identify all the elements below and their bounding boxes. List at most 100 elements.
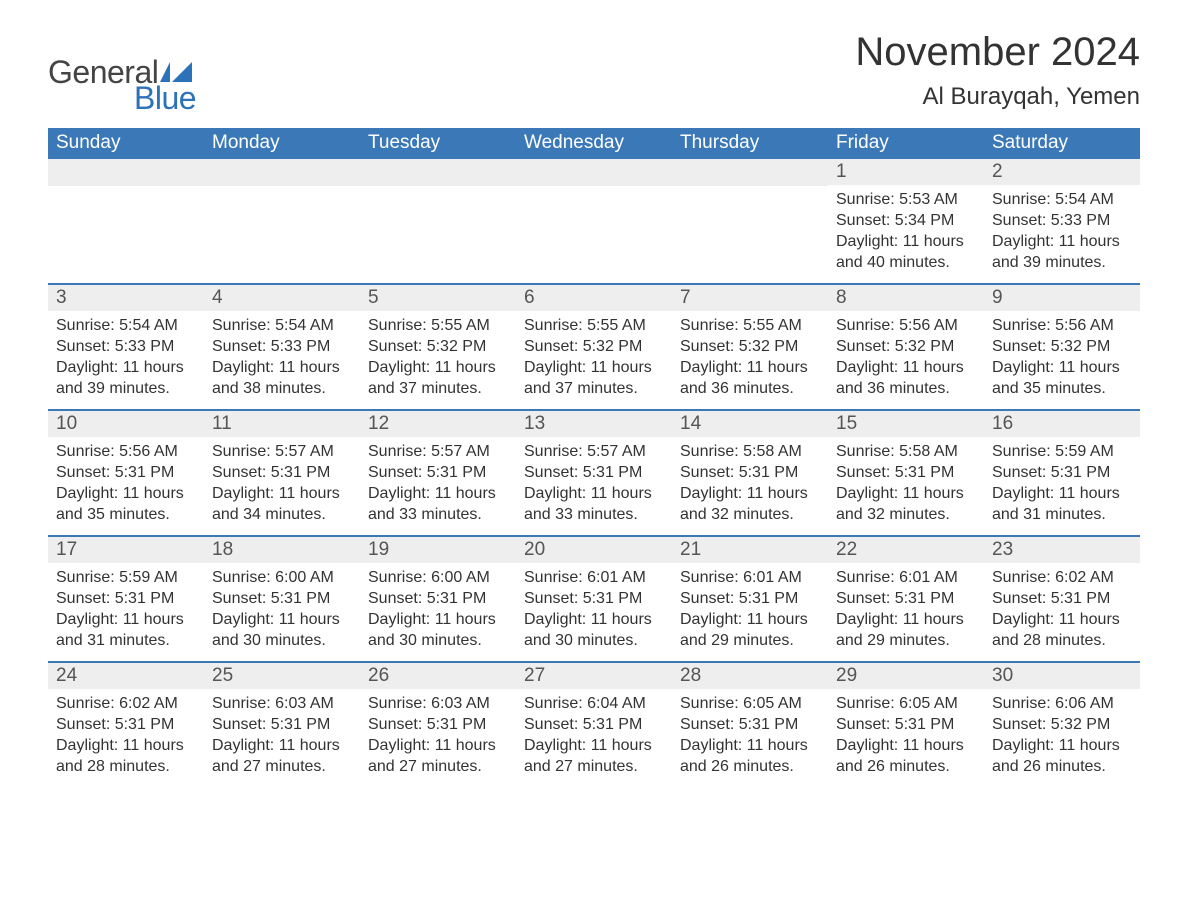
day-cell: 5Sunrise: 5:55 AMSunset: 5:32 PMDaylight… xyxy=(360,285,516,409)
day-cell: 30Sunrise: 6:06 AMSunset: 5:32 PMDayligh… xyxy=(984,663,1140,787)
day-cell: 7Sunrise: 5:55 AMSunset: 5:32 PMDaylight… xyxy=(672,285,828,409)
day-number: 26 xyxy=(360,663,516,689)
day-details: Sunrise: 6:00 AMSunset: 5:31 PMDaylight:… xyxy=(360,563,516,659)
daylight-text: Daylight: 11 hours and 39 minutes. xyxy=(56,357,196,399)
sunset-text: Sunset: 5:32 PM xyxy=(836,336,976,357)
day-cell: 28Sunrise: 6:05 AMSunset: 5:31 PMDayligh… xyxy=(672,663,828,787)
day-cell: 4Sunrise: 5:54 AMSunset: 5:33 PMDaylight… xyxy=(204,285,360,409)
day-cell: 27Sunrise: 6:04 AMSunset: 5:31 PMDayligh… xyxy=(516,663,672,787)
day-number: 21 xyxy=(672,537,828,563)
day-empty xyxy=(672,159,828,186)
week-row: 1Sunrise: 5:53 AMSunset: 5:34 PMDaylight… xyxy=(48,159,1140,283)
day-cell: 10Sunrise: 5:56 AMSunset: 5:31 PMDayligh… xyxy=(48,411,204,535)
daylight-text: Daylight: 11 hours and 37 minutes. xyxy=(524,357,664,399)
day-details: Sunrise: 5:54 AMSunset: 5:33 PMDaylight:… xyxy=(204,311,360,407)
daylight-text: Daylight: 11 hours and 27 minutes. xyxy=(212,735,352,777)
day-cell: 20Sunrise: 6:01 AMSunset: 5:31 PMDayligh… xyxy=(516,537,672,661)
sunset-text: Sunset: 5:33 PM xyxy=(992,210,1132,231)
sunrise-text: Sunrise: 5:54 AM xyxy=(992,189,1132,210)
sunset-text: Sunset: 5:31 PM xyxy=(368,714,508,735)
day-empty xyxy=(360,159,516,186)
daylight-text: Daylight: 11 hours and 34 minutes. xyxy=(212,483,352,525)
logo-flag-icon xyxy=(160,62,192,82)
day-number: 27 xyxy=(516,663,672,689)
month-title: November 2024 xyxy=(855,30,1140,75)
sunrise-text: Sunrise: 5:58 AM xyxy=(680,441,820,462)
sunset-text: Sunset: 5:31 PM xyxy=(680,462,820,483)
sunset-text: Sunset: 5:31 PM xyxy=(524,714,664,735)
daylight-text: Daylight: 11 hours and 33 minutes. xyxy=(368,483,508,525)
sunset-text: Sunset: 5:33 PM xyxy=(56,336,196,357)
day-details: Sunrise: 5:55 AMSunset: 5:32 PMDaylight:… xyxy=(672,311,828,407)
daylight-text: Daylight: 11 hours and 29 minutes. xyxy=(680,609,820,651)
day-cell: 21Sunrise: 6:01 AMSunset: 5:31 PMDayligh… xyxy=(672,537,828,661)
sunset-text: Sunset: 5:34 PM xyxy=(836,210,976,231)
day-details: Sunrise: 5:58 AMSunset: 5:31 PMDaylight:… xyxy=(672,437,828,533)
sunrise-text: Sunrise: 5:56 AM xyxy=(992,315,1132,336)
day-cell xyxy=(672,159,828,283)
daylight-text: Daylight: 11 hours and 32 minutes. xyxy=(680,483,820,525)
day-cell xyxy=(516,159,672,283)
sunset-text: Sunset: 5:32 PM xyxy=(992,714,1132,735)
header: General Blue November 2024 Al Burayqah, … xyxy=(48,30,1140,114)
day-details: Sunrise: 5:56 AMSunset: 5:32 PMDaylight:… xyxy=(828,311,984,407)
sunrise-text: Sunrise: 5:56 AM xyxy=(56,441,196,462)
sunset-text: Sunset: 5:31 PM xyxy=(368,462,508,483)
day-details: Sunrise: 6:02 AMSunset: 5:31 PMDaylight:… xyxy=(48,689,204,785)
weekday-header: Tuesday xyxy=(360,128,516,159)
daylight-text: Daylight: 11 hours and 27 minutes. xyxy=(368,735,508,777)
sunset-text: Sunset: 5:31 PM xyxy=(992,588,1132,609)
sunrise-text: Sunrise: 5:53 AM xyxy=(836,189,976,210)
day-details: Sunrise: 6:05 AMSunset: 5:31 PMDaylight:… xyxy=(672,689,828,785)
day-number: 14 xyxy=(672,411,828,437)
day-details: Sunrise: 5:53 AMSunset: 5:34 PMDaylight:… xyxy=(828,185,984,281)
day-cell: 23Sunrise: 6:02 AMSunset: 5:31 PMDayligh… xyxy=(984,537,1140,661)
logo: General Blue xyxy=(48,30,196,114)
sunrise-text: Sunrise: 6:06 AM xyxy=(992,693,1132,714)
daylight-text: Daylight: 11 hours and 26 minutes. xyxy=(836,735,976,777)
daylight-text: Daylight: 11 hours and 31 minutes. xyxy=(992,483,1132,525)
sunrise-text: Sunrise: 6:03 AM xyxy=(212,693,352,714)
day-number: 20 xyxy=(516,537,672,563)
weekday-header: Thursday xyxy=(672,128,828,159)
day-cell: 3Sunrise: 5:54 AMSunset: 5:33 PMDaylight… xyxy=(48,285,204,409)
day-empty xyxy=(516,159,672,186)
sunset-text: Sunset: 5:32 PM xyxy=(524,336,664,357)
day-details: Sunrise: 5:54 AMSunset: 5:33 PMDaylight:… xyxy=(984,185,1140,281)
sunrise-text: Sunrise: 5:59 AM xyxy=(992,441,1132,462)
sunset-text: Sunset: 5:31 PM xyxy=(368,588,508,609)
week-row: 24Sunrise: 6:02 AMSunset: 5:31 PMDayligh… xyxy=(48,661,1140,787)
daylight-text: Daylight: 11 hours and 29 minutes. xyxy=(836,609,976,651)
sunset-text: Sunset: 5:31 PM xyxy=(836,588,976,609)
sunrise-text: Sunrise: 5:55 AM xyxy=(368,315,508,336)
day-details: Sunrise: 6:06 AMSunset: 5:32 PMDaylight:… xyxy=(984,689,1140,785)
sunset-text: Sunset: 5:31 PM xyxy=(680,588,820,609)
day-details: Sunrise: 6:01 AMSunset: 5:31 PMDaylight:… xyxy=(828,563,984,659)
sunrise-text: Sunrise: 6:00 AM xyxy=(212,567,352,588)
daylight-text: Daylight: 11 hours and 26 minutes. xyxy=(992,735,1132,777)
day-cell: 26Sunrise: 6:03 AMSunset: 5:31 PMDayligh… xyxy=(360,663,516,787)
day-number: 7 xyxy=(672,285,828,311)
day-cell: 19Sunrise: 6:00 AMSunset: 5:31 PMDayligh… xyxy=(360,537,516,661)
day-number: 8 xyxy=(828,285,984,311)
week-row: 10Sunrise: 5:56 AMSunset: 5:31 PMDayligh… xyxy=(48,409,1140,535)
day-number: 3 xyxy=(48,285,204,311)
day-number: 29 xyxy=(828,663,984,689)
day-cell xyxy=(360,159,516,283)
day-details: Sunrise: 5:58 AMSunset: 5:31 PMDaylight:… xyxy=(828,437,984,533)
day-number: 18 xyxy=(204,537,360,563)
sunrise-text: Sunrise: 5:56 AM xyxy=(836,315,976,336)
sunrise-text: Sunrise: 6:01 AM xyxy=(680,567,820,588)
title-block: November 2024 Al Burayqah, Yemen xyxy=(855,30,1140,111)
sunrise-text: Sunrise: 6:00 AM xyxy=(368,567,508,588)
sunset-text: Sunset: 5:31 PM xyxy=(56,462,196,483)
day-empty xyxy=(48,159,204,186)
daylight-text: Daylight: 11 hours and 31 minutes. xyxy=(56,609,196,651)
day-number: 15 xyxy=(828,411,984,437)
day-details: Sunrise: 6:01 AMSunset: 5:31 PMDaylight:… xyxy=(672,563,828,659)
day-details: Sunrise: 6:04 AMSunset: 5:31 PMDaylight:… xyxy=(516,689,672,785)
weekday-header: Sunday xyxy=(48,128,204,159)
day-cell: 14Sunrise: 5:58 AMSunset: 5:31 PMDayligh… xyxy=(672,411,828,535)
day-cell: 11Sunrise: 5:57 AMSunset: 5:31 PMDayligh… xyxy=(204,411,360,535)
day-details: Sunrise: 5:55 AMSunset: 5:32 PMDaylight:… xyxy=(360,311,516,407)
